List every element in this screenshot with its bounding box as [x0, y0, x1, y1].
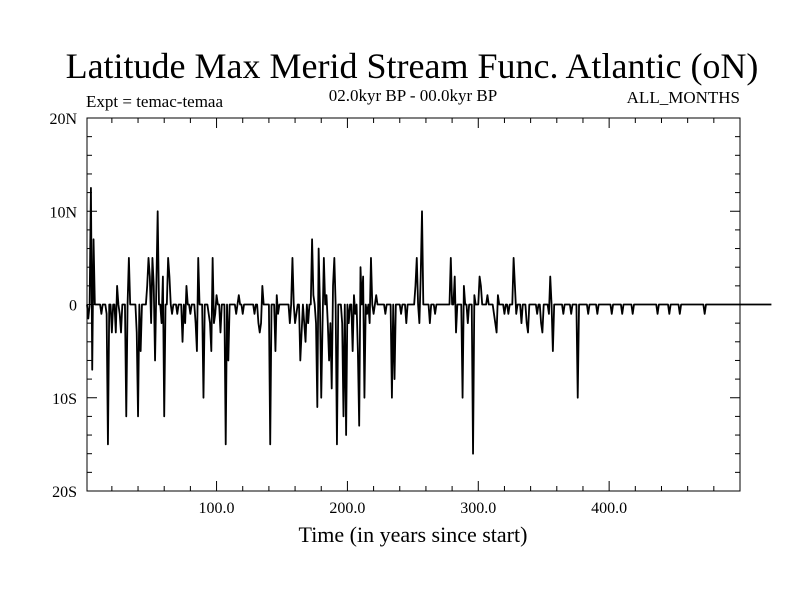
chart-title: Latitude Max Merid Stream Func. Atlantic… [66, 46, 759, 86]
x-tick-label: 300.0 [460, 500, 496, 517]
months-label: ALL_MONTHS [627, 88, 740, 107]
x-tick-label: 400.0 [591, 500, 627, 517]
x-tick-label: 200.0 [329, 500, 365, 517]
time-range-label: 02.0kyr BP - 00.0kyr BP [329, 86, 497, 105]
x-axis-label: Time (in years since start) [299, 522, 528, 547]
y-tick-label: 20S [52, 484, 77, 501]
y-tick-label: 0 [69, 298, 77, 315]
x-tick-label: 100.0 [199, 500, 235, 517]
y-tick-label: 10S [52, 391, 77, 408]
series-line [86, 187, 772, 455]
y-tick-label: 20N [49, 111, 77, 128]
y-tick-label: 10N [49, 204, 77, 221]
experiment-label: Expt = temac-temaa [86, 92, 223, 111]
